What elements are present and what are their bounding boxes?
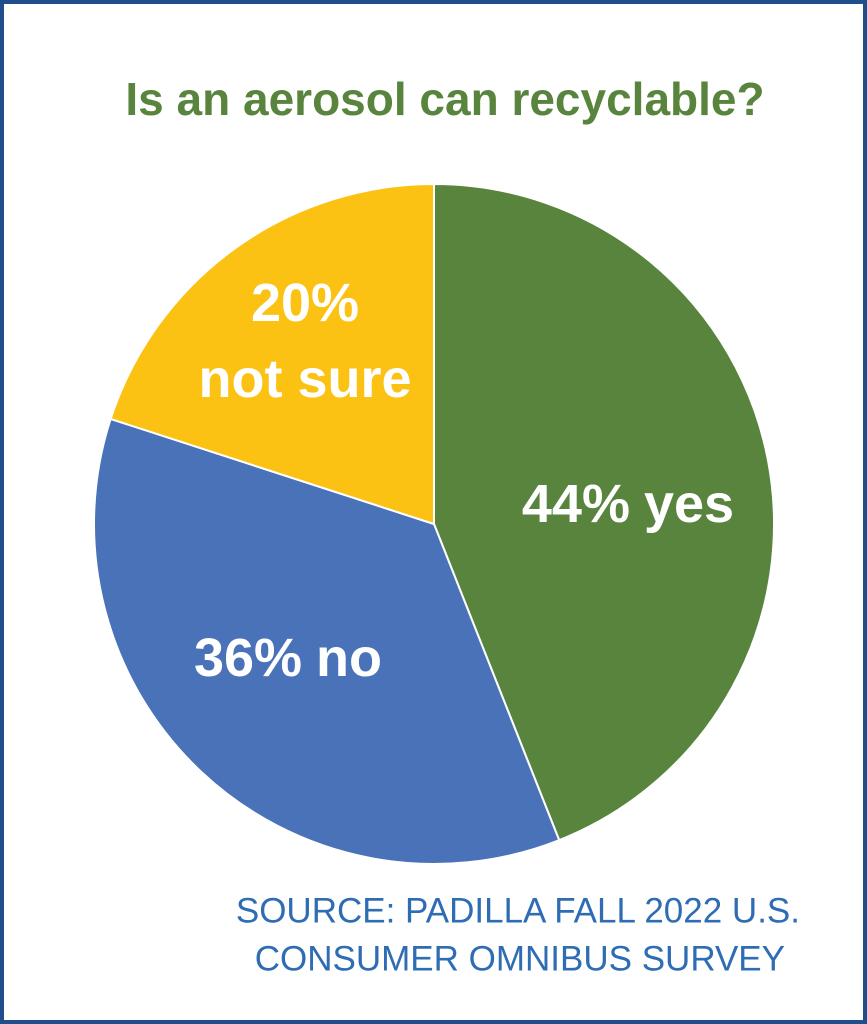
chart-title: Is an aerosol can recyclable? bbox=[125, 73, 764, 125]
slice-label: 44% yes bbox=[522, 474, 734, 534]
pie-slice bbox=[109, 182, 435, 526]
pie: 44% yes 36% no 20% not sure bbox=[93, 182, 775, 865]
slice-label: 36% no bbox=[194, 628, 382, 688]
slice-value-label: 36% bbox=[194, 628, 302, 688]
slice-value-label: 44% bbox=[522, 474, 630, 534]
slice-value-label: 20% bbox=[251, 273, 359, 333]
slice-category-label: no bbox=[316, 628, 382, 688]
slice-label: 20% not sure bbox=[198, 273, 411, 409]
source-line: SOURCE: PADILLA FALL 2022 U.S. bbox=[236, 891, 800, 930]
slice-category-label: not sure bbox=[198, 349, 411, 409]
slice-category-label: yes bbox=[644, 474, 734, 534]
pie-slice bbox=[433, 182, 775, 842]
source-line: CONSUMER OMNIBUS SURVEY bbox=[255, 939, 785, 978]
pie-slice bbox=[93, 417, 561, 865]
